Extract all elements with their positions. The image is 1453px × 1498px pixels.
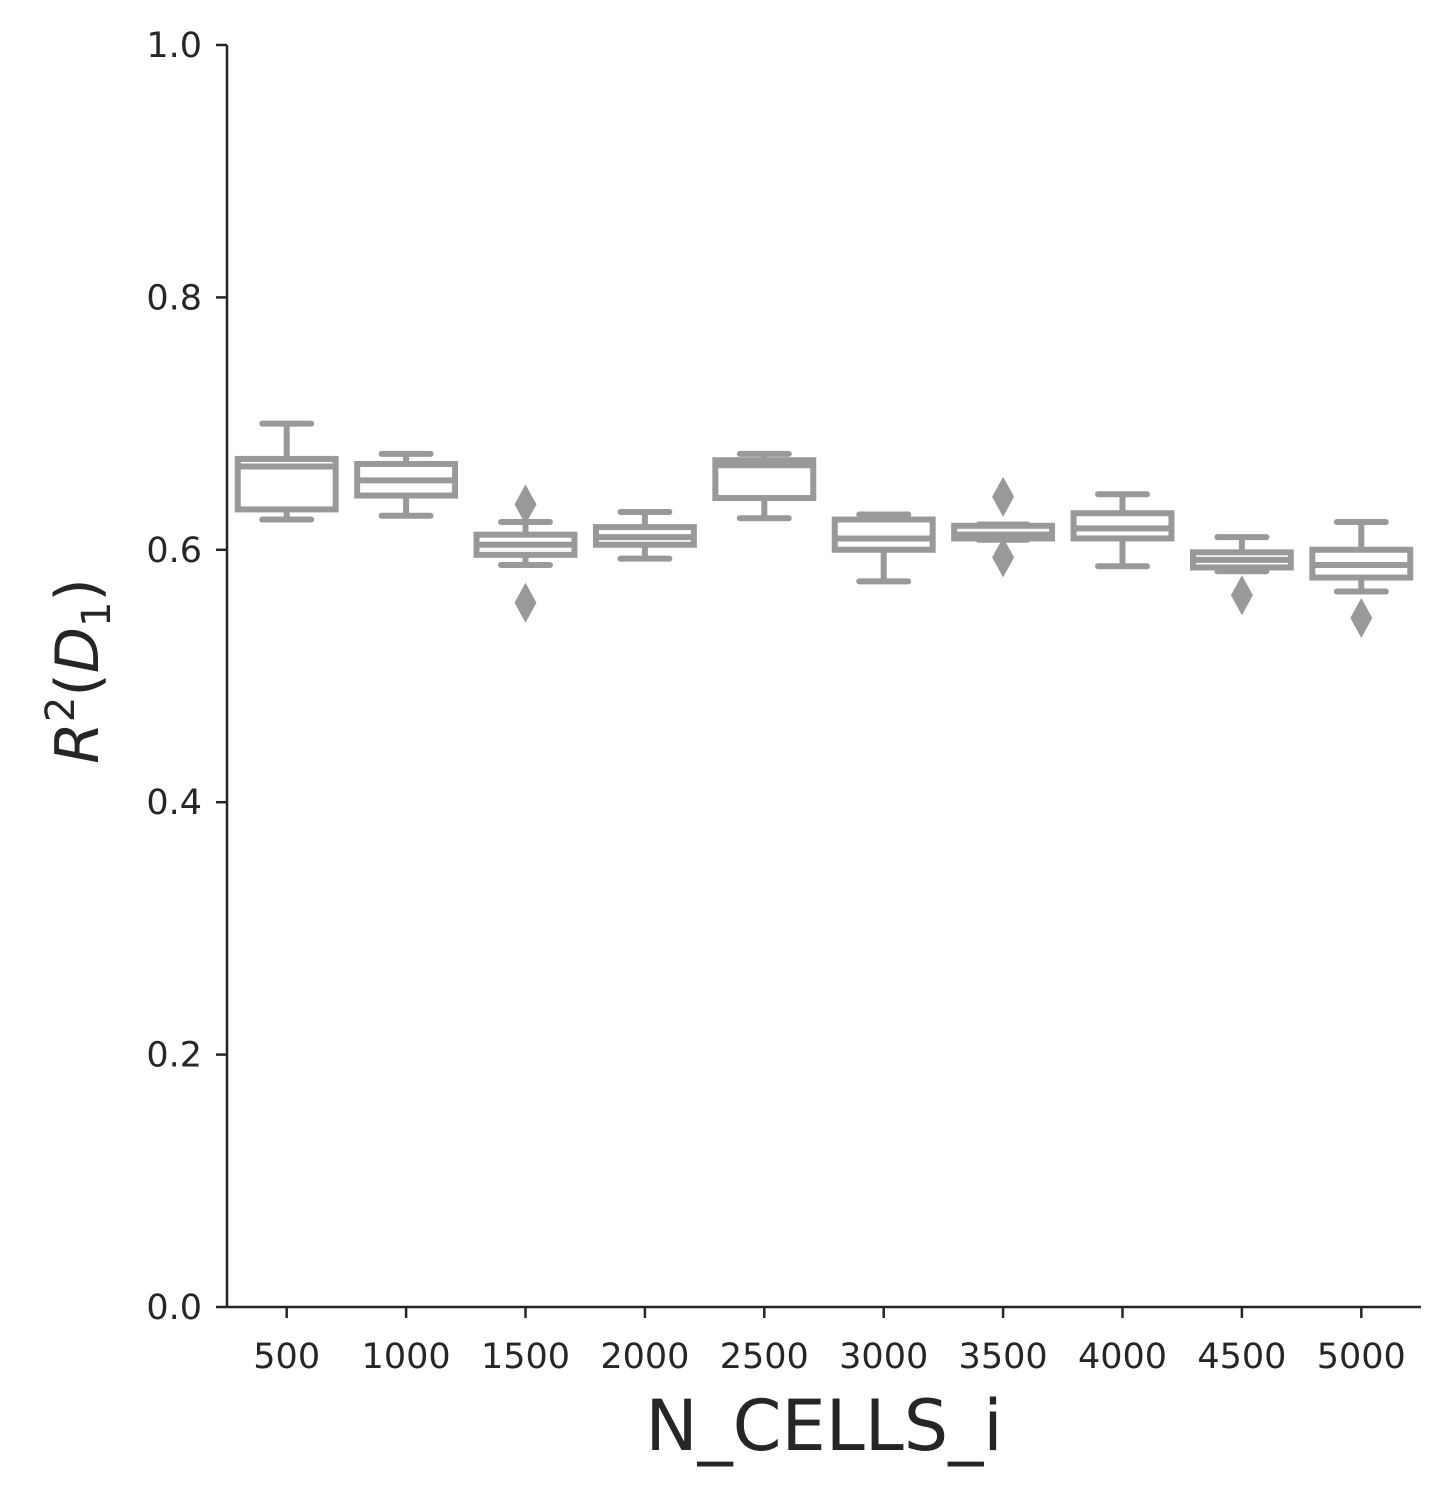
x-tick-label: 5000 <box>1317 1337 1406 1377</box>
box-iqr <box>831 516 936 553</box>
x-axis-title: N_CELLS_i <box>645 1385 1002 1467</box>
outlier-point <box>1230 575 1253 616</box>
x-tick-label: 4000 <box>1078 1337 1167 1377</box>
axes-layer <box>225 45 1421 1309</box>
x-tick-label: 3000 <box>839 1337 928 1377</box>
y-ticks: 0.0 0.2 0.4 0.6 0.8 1.0 <box>146 26 227 1328</box>
outlier-point <box>992 476 1015 517</box>
y-axis-title-var: D <box>43 627 113 673</box>
outlier-point <box>514 484 537 525</box>
box-2500 <box>712 450 817 522</box>
box-1500 <box>473 484 578 623</box>
y-axis-title-base: R <box>43 722 113 764</box>
outlier-point <box>514 582 537 623</box>
box-4000 <box>1070 491 1175 570</box>
box-3000 <box>831 511 936 585</box>
y-tick-label: 1.0 <box>146 26 202 66</box>
y-tick-label: 0.6 <box>146 531 202 571</box>
x-tick-label: 500 <box>253 1337 320 1377</box>
y-axis-title-sub: 1 <box>74 602 120 627</box>
x-tick-label: 3500 <box>959 1337 1048 1377</box>
boxes-layer <box>234 420 1414 638</box>
y-axis-title-close: ) <box>43 578 113 601</box>
y-tick-label: 0.2 <box>146 1036 202 1076</box>
outlier-point <box>992 537 1015 578</box>
x-tick-label: 2000 <box>600 1337 689 1377</box>
y-tick-label: 0.4 <box>146 783 202 823</box>
x-tick-label: 1500 <box>481 1337 570 1377</box>
box-2000 <box>592 508 697 562</box>
y-tick-label: 0.0 <box>146 1288 202 1328</box>
box-3500 <box>951 476 1056 578</box>
x-tick-label: 4500 <box>1197 1337 1286 1377</box>
x-tick-label: 1000 <box>362 1337 451 1377</box>
box-5000 <box>1309 519 1414 638</box>
y-axis-title-sup: 2 <box>38 697 84 722</box>
box-500 <box>234 420 339 523</box>
x-ticks: 500 1000 1500 2000 2500 3000 3500 4000 4500 5000 <box>253 1307 1406 1377</box>
box-4500 <box>1189 534 1294 616</box>
y-axis-title: R2(D1) <box>38 578 120 764</box>
y-axis-title-open: ( <box>43 673 113 696</box>
box-1000 <box>354 450 459 519</box>
y-tick-label: 0.8 <box>146 278 202 318</box>
outlier-point <box>1350 597 1373 638</box>
x-tick-label: 2500 <box>720 1337 809 1377</box>
